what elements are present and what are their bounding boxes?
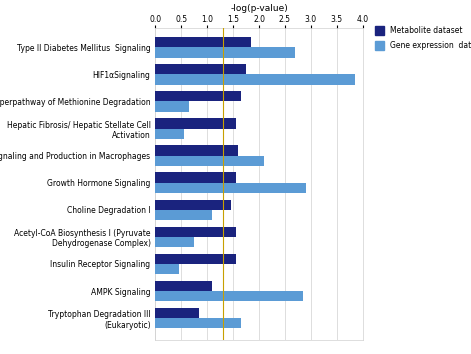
Bar (155, 308, 200, 318)
Bar (155, 64, 246, 74)
Bar (155, 183, 306, 193)
Bar (155, 47, 295, 58)
Legend: Metabolite dataset, Gene expression  dataset: Metabolite dataset, Gene expression data… (375, 26, 471, 50)
X-axis label: -log(p-value): -log(p-value) (230, 4, 288, 13)
Bar (155, 264, 179, 274)
Bar (155, 145, 238, 156)
Bar (155, 118, 236, 129)
Bar (155, 227, 236, 237)
Bar (155, 156, 264, 166)
Bar (155, 37, 252, 47)
Bar (155, 129, 184, 139)
Bar (155, 200, 231, 210)
Bar (155, 172, 236, 183)
Bar (155, 74, 355, 85)
Bar (155, 254, 236, 264)
Bar (155, 318, 241, 329)
Bar (155, 91, 241, 102)
Bar (155, 102, 189, 112)
Bar (155, 210, 212, 220)
Bar (155, 237, 195, 247)
Bar (155, 281, 212, 291)
Bar (155, 291, 303, 301)
